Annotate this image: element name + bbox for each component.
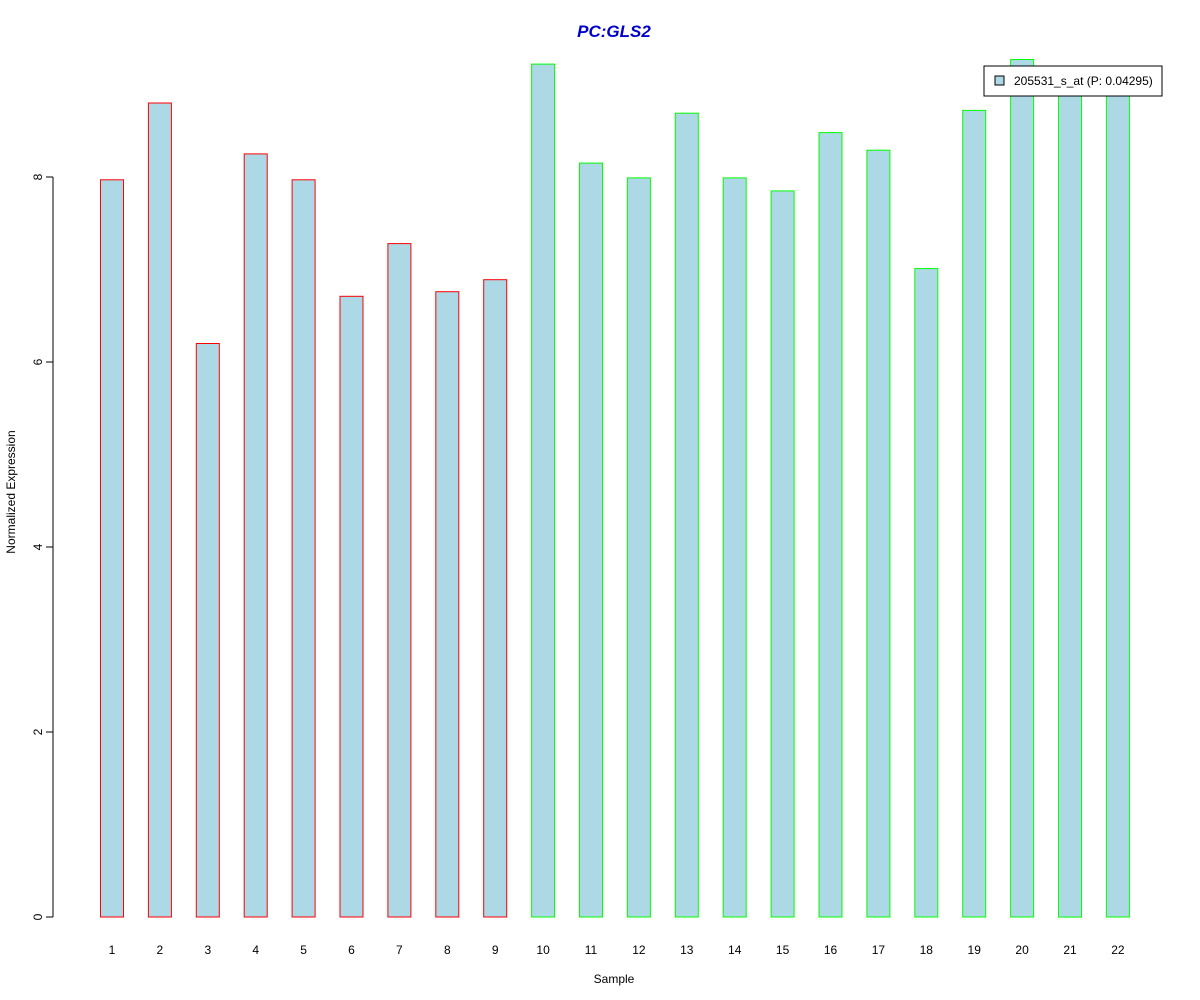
bar-4 [243, 153, 268, 918]
x-tick-labels: 1 2 3 4 5 6 7 8 9 10 11 12 13 14 15 16 17 18 19 20 21 22 [109, 943, 1125, 957]
bar-7 [387, 243, 412, 918]
x-tick-label: 21 [1063, 943, 1077, 957]
bar-14 [722, 177, 747, 918]
legend-swatch [994, 75, 1005, 86]
y-tick-label: 4 [31, 543, 45, 550]
x-tick-label: 2 [157, 943, 164, 957]
x-tick-label: 1 [109, 943, 116, 957]
bar-5 [291, 179, 316, 918]
x-tick-label: 22 [1111, 943, 1125, 957]
x-tick-label: 7 [396, 943, 403, 957]
legend-box [983, 65, 1163, 97]
legend: 205531_s_at (P: 0.04295) [983, 65, 1163, 97]
bar-9 [483, 279, 508, 918]
bars-group [100, 59, 1130, 918]
bar-22 [1105, 79, 1130, 918]
bar-18 [914, 268, 939, 918]
bar-20 [1010, 59, 1035, 918]
bar-11 [579, 162, 603, 918]
bar-2 [147, 102, 172, 918]
x-tick-label: 19 [968, 943, 982, 957]
x-tick-label: 5 [300, 943, 307, 957]
x-tick-label: 14 [728, 943, 742, 957]
x-tick-label: 15 [776, 943, 790, 957]
x-tick-label: 10 [536, 943, 550, 957]
legend-label: 205531_s_at (P: 0.04295) [1014, 74, 1153, 88]
x-tick-label: 13 [680, 943, 694, 957]
bar-10 [531, 63, 556, 918]
bar-12 [626, 177, 651, 918]
bar-1 [100, 179, 124, 918]
bar-3 [195, 343, 220, 918]
y-tick-label: 8 [31, 173, 45, 180]
bar-19 [962, 109, 987, 918]
x-tick-label: 6 [348, 943, 355, 957]
x-tick-label: 4 [252, 943, 259, 957]
x-tick-label: 17 [872, 943, 886, 957]
bar-6 [339, 295, 364, 918]
x-tick-label: 3 [204, 943, 211, 957]
x-tick-label: 12 [632, 943, 646, 957]
y-tick-label: 6 [31, 358, 45, 365]
y-axis: 0 2 4 6 8 [31, 173, 54, 920]
y-tick-label: 0 [31, 913, 45, 920]
x-tick-label: 16 [824, 943, 838, 957]
x-tick-label: 11 [585, 943, 598, 957]
x-tick-label: 9 [492, 943, 499, 957]
bar-8 [435, 291, 460, 918]
bar-15 [770, 190, 795, 918]
y-axis-title: Normalized Expression [4, 430, 18, 553]
y-tick-label: 2 [31, 728, 45, 735]
bar-21 [1058, 74, 1082, 918]
x-axis-title: Sample [594, 972, 635, 986]
chart-title: PC:GLS2 [577, 22, 651, 41]
bar-16 [818, 132, 843, 918]
x-tick-label: 8 [444, 943, 451, 957]
bar-13 [674, 112, 699, 918]
x-tick-label: 18 [920, 943, 934, 957]
bar-17 [866, 149, 891, 918]
x-tick-label: 20 [1015, 943, 1029, 957]
